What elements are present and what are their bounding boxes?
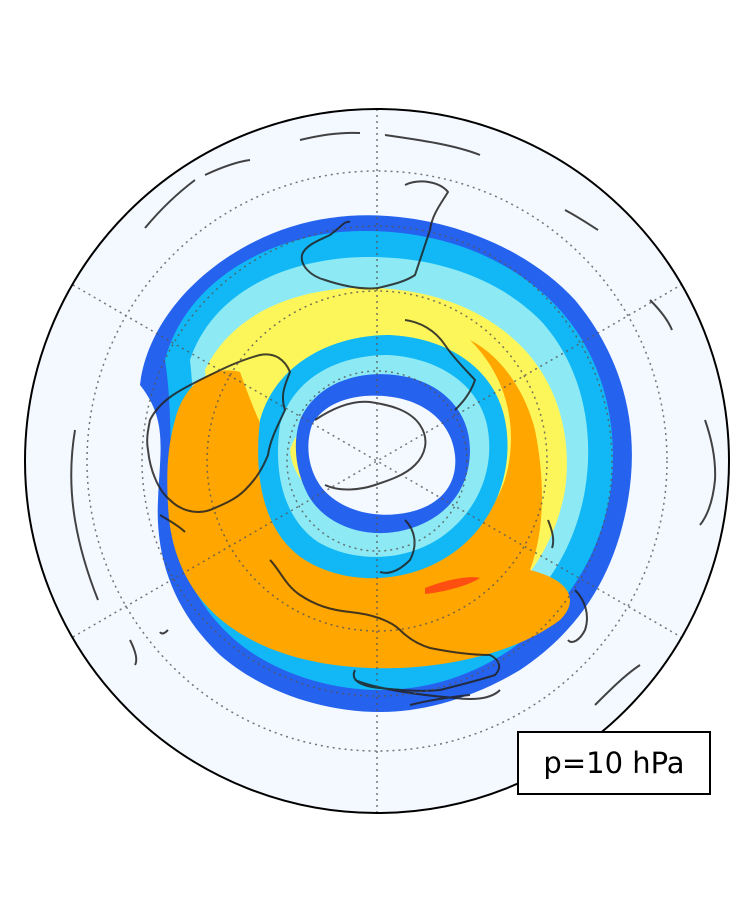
graticule: [72, 109, 682, 813]
map-border: [24, 108, 730, 814]
coastlines: [70, 131, 717, 706]
pressure-level-label: p=10 hPa: [517, 731, 711, 795]
contour-band-red: [425, 577, 480, 594]
polar-cap: [308, 395, 456, 515]
contour-band-orange: [167, 340, 570, 669]
pressure-level-text: p=10 hPa: [543, 746, 685, 780]
